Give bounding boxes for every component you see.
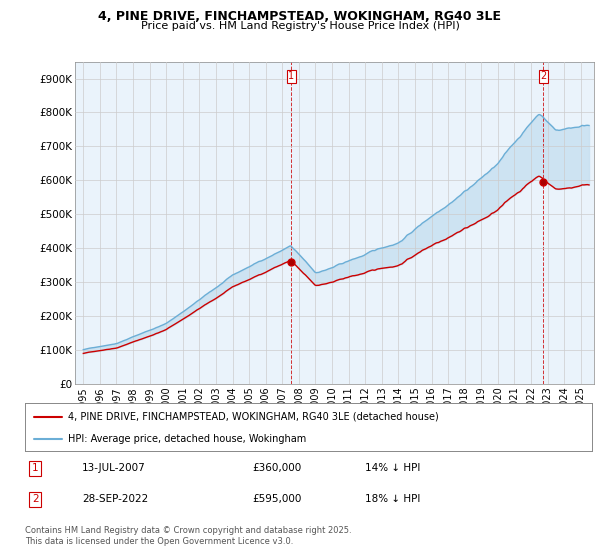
- Text: 18% ↓ HPI: 18% ↓ HPI: [365, 494, 421, 505]
- Text: £360,000: £360,000: [252, 463, 301, 473]
- Text: 13-JUL-2007: 13-JUL-2007: [82, 463, 146, 473]
- Text: 2: 2: [32, 494, 39, 505]
- Text: 1: 1: [288, 71, 294, 81]
- Text: 2: 2: [540, 71, 547, 81]
- Text: £595,000: £595,000: [252, 494, 301, 505]
- Text: HPI: Average price, detached house, Wokingham: HPI: Average price, detached house, Woki…: [68, 434, 306, 444]
- Text: Price paid vs. HM Land Registry's House Price Index (HPI): Price paid vs. HM Land Registry's House …: [140, 21, 460, 31]
- Text: 28-SEP-2022: 28-SEP-2022: [82, 494, 148, 505]
- Text: 14% ↓ HPI: 14% ↓ HPI: [365, 463, 421, 473]
- Text: Contains HM Land Registry data © Crown copyright and database right 2025.
This d: Contains HM Land Registry data © Crown c…: [25, 526, 352, 546]
- Text: 4, PINE DRIVE, FINCHAMPSTEAD, WOKINGHAM, RG40 3LE (detached house): 4, PINE DRIVE, FINCHAMPSTEAD, WOKINGHAM,…: [68, 412, 439, 422]
- Text: 4, PINE DRIVE, FINCHAMPSTEAD, WOKINGHAM, RG40 3LE: 4, PINE DRIVE, FINCHAMPSTEAD, WOKINGHAM,…: [98, 10, 502, 23]
- Text: 1: 1: [32, 463, 39, 473]
